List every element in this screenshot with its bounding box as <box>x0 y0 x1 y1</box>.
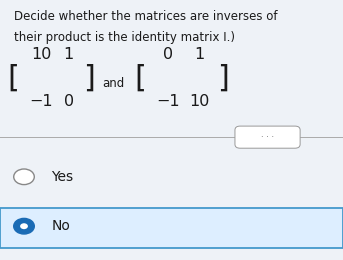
FancyBboxPatch shape <box>0 208 343 248</box>
Text: ]: ] <box>83 63 95 93</box>
Text: Yes: Yes <box>51 170 74 184</box>
Text: 1: 1 <box>194 47 204 62</box>
Circle shape <box>14 218 34 234</box>
Text: 0: 0 <box>63 94 74 109</box>
Text: 10: 10 <box>31 47 51 62</box>
Text: 0: 0 <box>163 47 173 62</box>
Circle shape <box>14 169 34 185</box>
Text: No: No <box>51 219 70 233</box>
Text: [: [ <box>135 63 146 93</box>
Text: and: and <box>102 77 124 90</box>
Text: Decide whether the matrices are inverses of: Decide whether the matrices are inverses… <box>14 10 277 23</box>
Text: · · ·: · · · <box>261 133 274 142</box>
Text: their product is the identity matrix I.): their product is the identity matrix I.) <box>14 31 235 44</box>
Text: ]: ] <box>217 63 229 93</box>
Text: 10: 10 <box>189 94 209 109</box>
Text: −1: −1 <box>156 94 180 109</box>
Text: −1: −1 <box>29 94 53 109</box>
FancyBboxPatch shape <box>235 126 300 148</box>
Text: 1: 1 <box>63 47 74 62</box>
Text: [: [ <box>8 63 20 93</box>
Circle shape <box>20 223 28 229</box>
